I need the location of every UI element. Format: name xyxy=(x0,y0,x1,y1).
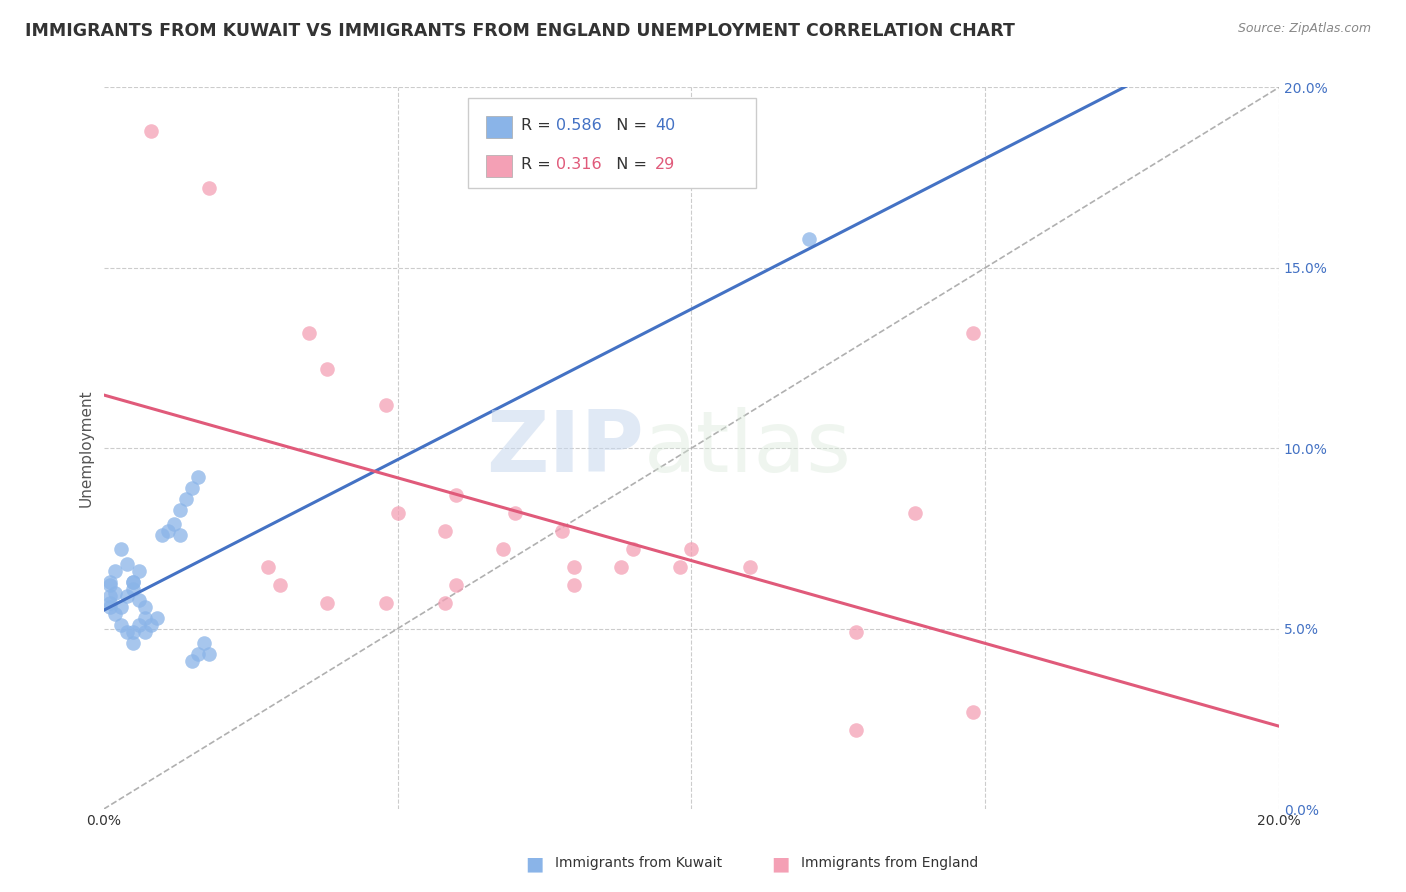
Text: 40: 40 xyxy=(655,118,675,133)
Text: IMMIGRANTS FROM KUWAIT VS IMMIGRANTS FROM ENGLAND UNEMPLOYMENT CORRELATION CHART: IMMIGRANTS FROM KUWAIT VS IMMIGRANTS FRO… xyxy=(25,22,1015,40)
Point xyxy=(104,585,127,599)
Point xyxy=(193,636,215,650)
Point xyxy=(610,560,633,574)
Point xyxy=(174,491,197,506)
Text: atlas: atlas xyxy=(644,407,852,490)
Point xyxy=(446,488,468,502)
Point xyxy=(110,618,132,632)
Point xyxy=(962,326,984,340)
Point xyxy=(503,506,526,520)
Point xyxy=(681,542,703,557)
Point xyxy=(104,607,127,622)
Point xyxy=(128,592,150,607)
FancyBboxPatch shape xyxy=(485,155,512,177)
Point xyxy=(122,636,145,650)
Point xyxy=(110,542,132,557)
Point xyxy=(668,560,690,574)
Point xyxy=(98,600,121,615)
Point xyxy=(433,524,456,539)
Text: ZIP: ZIP xyxy=(486,407,644,490)
Point xyxy=(257,560,280,574)
Point xyxy=(104,564,127,578)
Point xyxy=(433,596,456,610)
Point xyxy=(98,596,121,610)
Point xyxy=(446,578,468,592)
Point xyxy=(110,600,132,615)
Point xyxy=(962,705,984,719)
Point xyxy=(163,516,186,531)
Text: 0.586: 0.586 xyxy=(557,118,602,133)
Point xyxy=(198,647,221,661)
Point xyxy=(845,625,868,640)
Point xyxy=(115,557,138,571)
Point xyxy=(797,232,820,246)
Point xyxy=(157,524,180,539)
Point xyxy=(115,589,138,603)
Point xyxy=(269,578,291,592)
Text: Immigrants from England: Immigrants from England xyxy=(801,856,979,871)
FancyBboxPatch shape xyxy=(468,98,756,188)
Point xyxy=(122,625,145,640)
Point xyxy=(122,574,145,589)
Point xyxy=(139,618,162,632)
Point xyxy=(122,574,145,589)
Point xyxy=(139,124,162,138)
Text: R =: R = xyxy=(520,157,555,171)
Point xyxy=(152,528,174,542)
Point xyxy=(298,326,321,340)
Point xyxy=(134,600,156,615)
Point xyxy=(115,625,138,640)
Point xyxy=(562,560,585,574)
Point xyxy=(180,481,202,495)
Point xyxy=(180,654,202,668)
Point xyxy=(134,611,156,625)
Text: Source: ZipAtlas.com: Source: ZipAtlas.com xyxy=(1237,22,1371,36)
Point xyxy=(316,362,339,376)
Point xyxy=(904,506,927,520)
Point xyxy=(122,582,145,596)
Point xyxy=(374,596,396,610)
FancyBboxPatch shape xyxy=(485,116,512,137)
Text: Immigrants from Kuwait: Immigrants from Kuwait xyxy=(555,856,723,871)
Point xyxy=(145,611,167,625)
Point xyxy=(128,618,150,632)
Point xyxy=(169,528,191,542)
Point xyxy=(551,524,574,539)
Point xyxy=(169,502,191,516)
Text: 0.316: 0.316 xyxy=(557,157,602,171)
Y-axis label: Unemployment: Unemployment xyxy=(79,390,93,507)
Point xyxy=(492,542,515,557)
Point xyxy=(187,647,209,661)
Point xyxy=(374,398,396,412)
Text: ■: ■ xyxy=(524,854,544,873)
Point xyxy=(187,470,209,484)
Point xyxy=(562,578,585,592)
Text: R =: R = xyxy=(520,118,555,133)
Point xyxy=(845,723,868,737)
Point xyxy=(740,560,762,574)
Point xyxy=(98,574,121,589)
Text: N =: N = xyxy=(606,157,651,171)
Point xyxy=(621,542,644,557)
Text: N =: N = xyxy=(606,118,651,133)
Point xyxy=(387,506,409,520)
Point xyxy=(128,564,150,578)
Point xyxy=(98,589,121,603)
Point xyxy=(198,181,221,195)
Point xyxy=(98,578,121,592)
Text: ■: ■ xyxy=(770,854,790,873)
Point xyxy=(134,625,156,640)
Text: 29: 29 xyxy=(655,157,675,171)
Point xyxy=(316,596,339,610)
